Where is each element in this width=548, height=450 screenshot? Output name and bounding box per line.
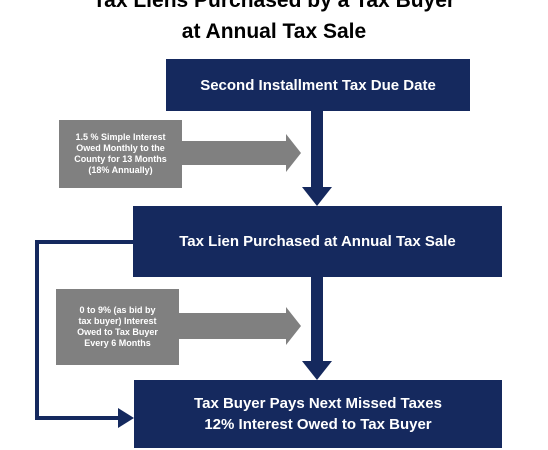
note-tax-buyer-interest: 0 to 9% (as bid by tax buyer) Interest O… [56,289,179,365]
note1-line: 1.5 % Simple Interest [75,132,166,142]
diagram-title-line-1: Tax Liens Purchased by a Tax Buyer [92,0,456,12]
note1-line: (18% Annually) [88,165,153,175]
note2-line: 0 to 9% (as bid by [79,305,156,315]
step-second-installment-due-date: Second Installment Tax Due Date [166,59,470,111]
diagram-title-line-2: at Annual Tax Sale [181,20,367,43]
arrow-step2-to-step3 [302,277,332,380]
note1-line: County for 13 Months [74,154,167,164]
note-county-interest: 1.5 % Simple Interest Owed Monthly to th… [59,120,182,188]
note2-line: tax buyer) Interest [78,316,157,326]
note2-line: Owed to Tax Buyer [77,327,158,337]
step3-line-1: Tax Buyer Pays Next Missed Taxes [194,395,442,412]
note2-line: Every 6 Months [84,338,151,348]
gray-arrow-note1 [182,134,301,172]
step-tax-lien-purchased: Tax Lien Purchased at Annual Tax Sale [133,206,502,277]
arrow-step1-to-step2 [302,111,332,206]
note1-line: Owed Monthly to the [76,143,165,153]
step-tax-buyer-pays-next-taxes: Tax Buyer Pays Next Missed Taxes 12% Int… [134,380,502,448]
step3-line-2: 12% Interest Owed to Tax Buyer [204,416,432,433]
gray-arrow-note2 [179,307,301,345]
